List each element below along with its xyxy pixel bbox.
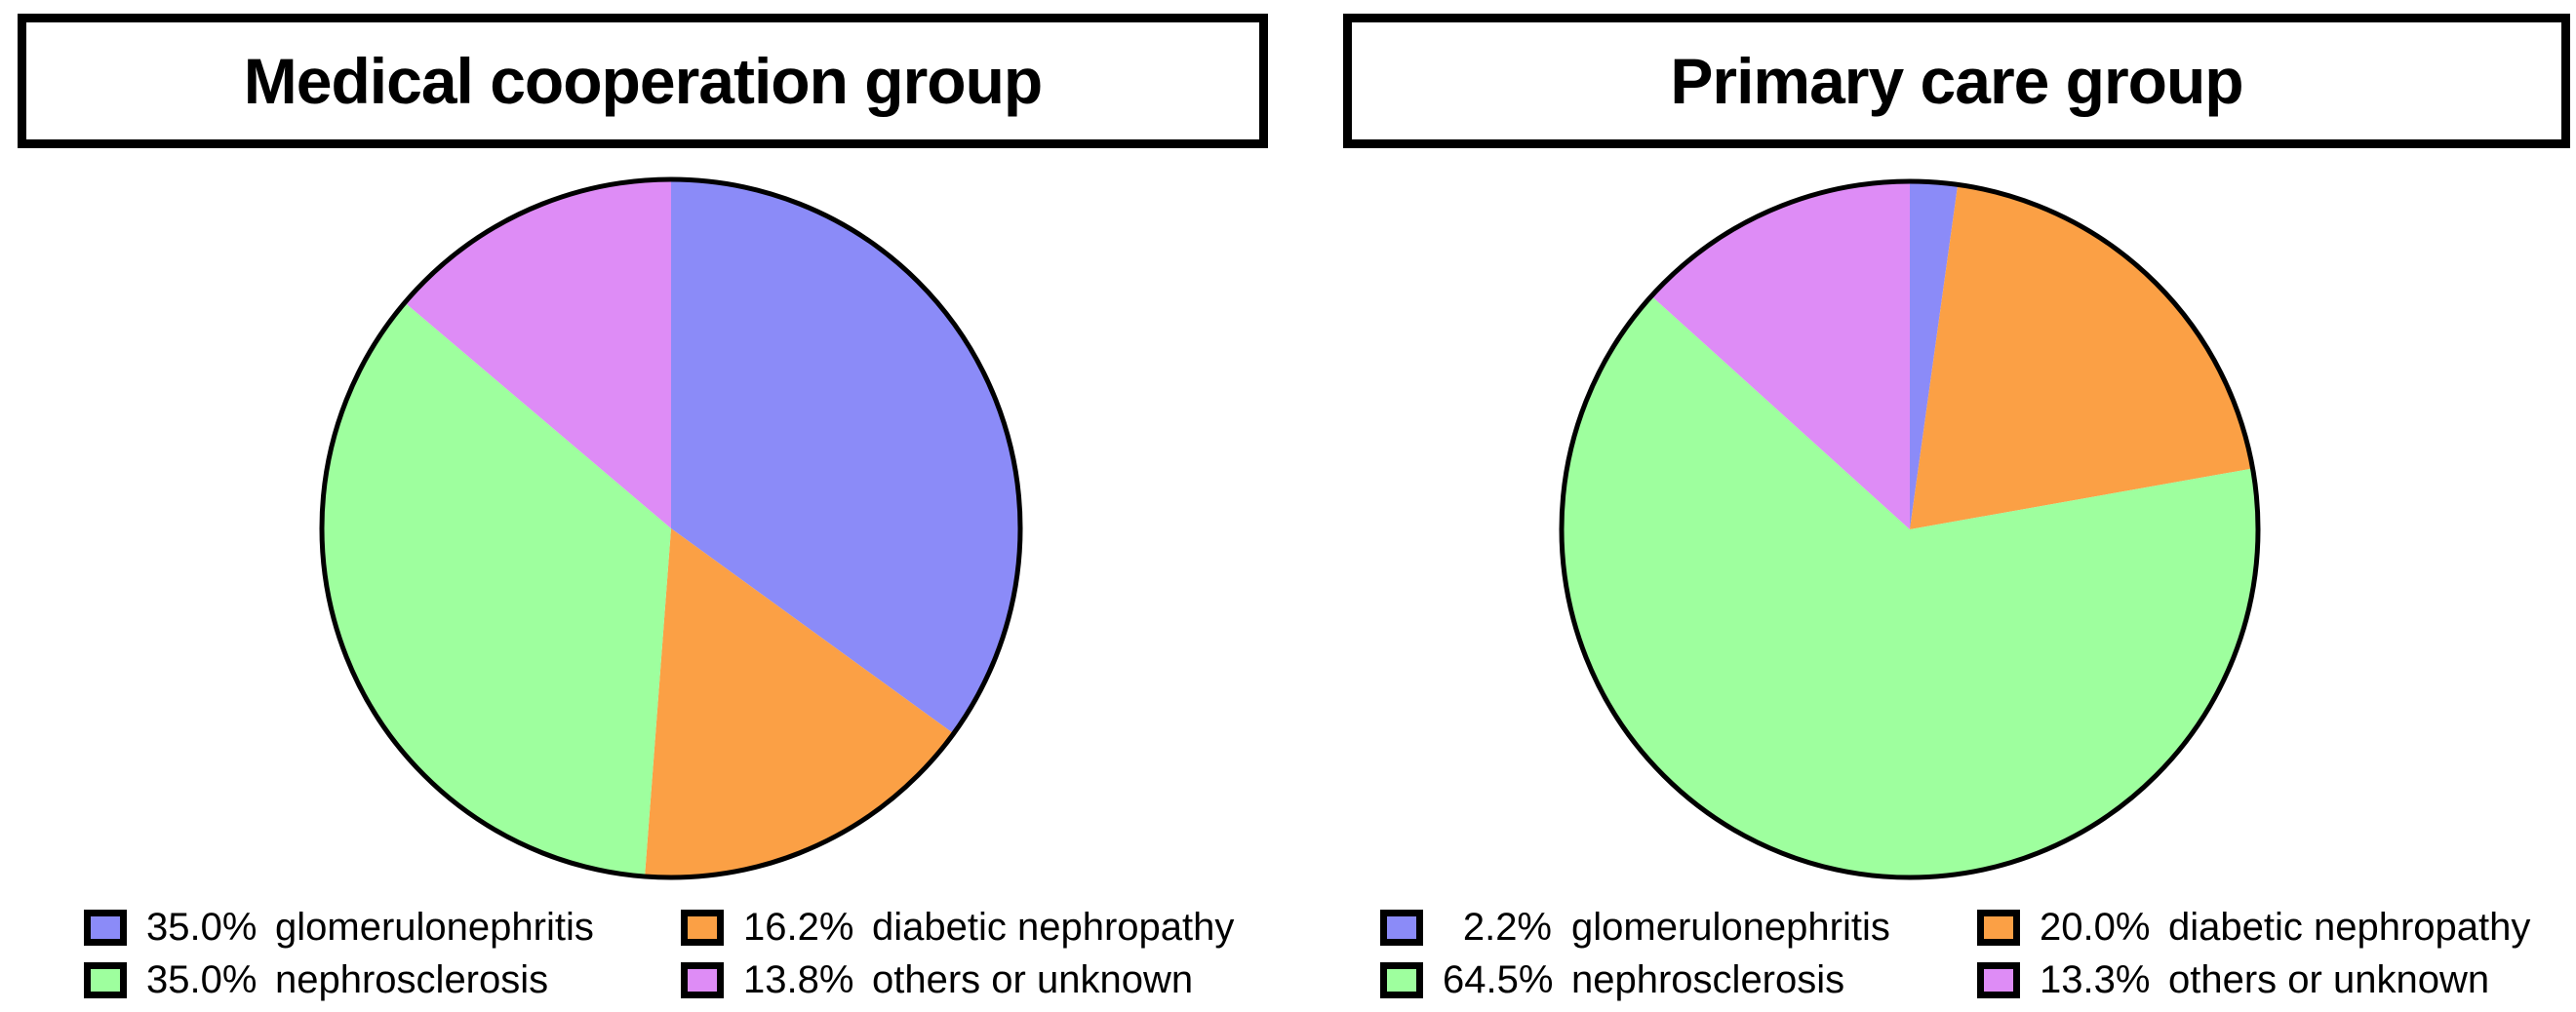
pie-chart-primary-care: [1559, 178, 2261, 880]
legend-swatch-nephrosclerosis: [84, 962, 127, 998]
legend-percentage: 64.5%: [1443, 958, 1554, 1001]
chart-title-box: Medical cooperation group: [18, 14, 1268, 148]
chart-title-box: Primary care group: [1343, 14, 2570, 148]
legend-swatch-glomerulonephritis: [1380, 910, 1423, 946]
panel-medical-cooperation-group: Medical cooperation group 35.0% glomerulo…: [18, 14, 1268, 1002]
legend-item-glomerulonephritis: 2.2% glomerulonephritis: [1380, 906, 1977, 950]
pie-slice-others-or-unknown: [405, 179, 671, 528]
legend-swatch-diabetic-nephropathy: [681, 910, 724, 946]
legend-label: nephrosclerosis: [1571, 958, 1845, 1001]
pie-outline: [1559, 178, 2261, 880]
pie-slice-glomerulonephritis: [671, 179, 1021, 734]
legend-item-others-or-unknown: 13.3% others or unknown: [1977, 958, 2530, 1002]
legend: 2.2% glomerulonephritis 64.5% nephroscleros…: [1380, 906, 2530, 1002]
pie-slice-diabetic-nephropathy: [1910, 184, 2253, 529]
pie-slice-glomerulonephritis: [1910, 181, 1959, 529]
legend-swatch-others-or-unknown: [681, 962, 724, 998]
legend-label: diabetic nephropathy: [872, 906, 1235, 949]
legend-percentage: 2.2%: [1462, 906, 1552, 949]
legend-column: 20.0% diabetic nephropathy 13.3% others or …: [1977, 906, 2530, 1002]
legend-item-diabetic-nephropathy: 20.0% diabetic nephropathy: [1977, 906, 2530, 950]
legend-label: glomerulonephritis: [275, 906, 594, 949]
legend-percentage: 16.2%: [743, 906, 854, 949]
legend-swatch-others-or-unknown: [1977, 962, 2020, 998]
legend-label: diabetic nephropathy: [2168, 906, 2531, 949]
legend-item-nephrosclerosis: 35.0% nephrosclerosis: [84, 958, 681, 1002]
legend-swatch-glomerulonephritis: [84, 910, 127, 946]
legend-swatch-nephrosclerosis: [1380, 962, 1423, 998]
legend-item-diabetic-nephropathy: 16.2% diabetic nephropathy: [681, 906, 1234, 950]
legend-percentage: 20.0%: [2040, 906, 2151, 949]
legend-label: others or unknown: [2168, 958, 2490, 1001]
panel-primary-care-group: Primary care group 2.2% glomerulonephriti…: [1288, 0, 2576, 1012]
legend-percentage: 35.0%: [146, 906, 258, 949]
legend-percentage: 13.8%: [743, 958, 854, 1001]
pie-outline: [319, 176, 1023, 880]
legend-item-glomerulonephritis: 35.0% glomerulonephritis: [84, 906, 681, 950]
pie-slice-others-or-unknown: [1651, 181, 1910, 529]
chart-title: Medical cooperation group: [243, 45, 1043, 117]
legend-swatch-diabetic-nephropathy: [1977, 910, 2020, 946]
pie-slice-diabetic-nephropathy: [645, 528, 954, 877]
legend-label: glomerulonephritis: [1571, 906, 1890, 949]
chart-title: Primary care group: [1670, 45, 2243, 117]
legend-column: 2.2% glomerulonephritis 64.5% nephroscleros…: [1380, 906, 1977, 1002]
pie-slice-nephrosclerosis: [1562, 295, 2259, 878]
legend-label: nephrosclerosis: [275, 958, 549, 1001]
legend-column: 35.0% glomerulonephritis 35.0% nephrosclero…: [84, 906, 681, 1002]
legend-column: 16.2% diabetic nephropathy 13.8% others or …: [681, 906, 1234, 1002]
pie-chart-medical-cooperation: [319, 176, 1023, 880]
legend-percentage: 13.3%: [2040, 958, 2151, 1001]
legend-item-others-or-unknown: 13.8% others or unknown: [681, 958, 1234, 1002]
legend-label: others or unknown: [872, 958, 1194, 1001]
pie-slice-nephrosclerosis: [322, 302, 671, 876]
legend-percentage: 35.0%: [146, 958, 258, 1001]
legend: 35.0% glomerulonephritis 35.0% nephrosclero…: [84, 906, 1234, 1002]
legend-item-nephrosclerosis: 64.5% nephrosclerosis: [1380, 958, 1977, 1002]
